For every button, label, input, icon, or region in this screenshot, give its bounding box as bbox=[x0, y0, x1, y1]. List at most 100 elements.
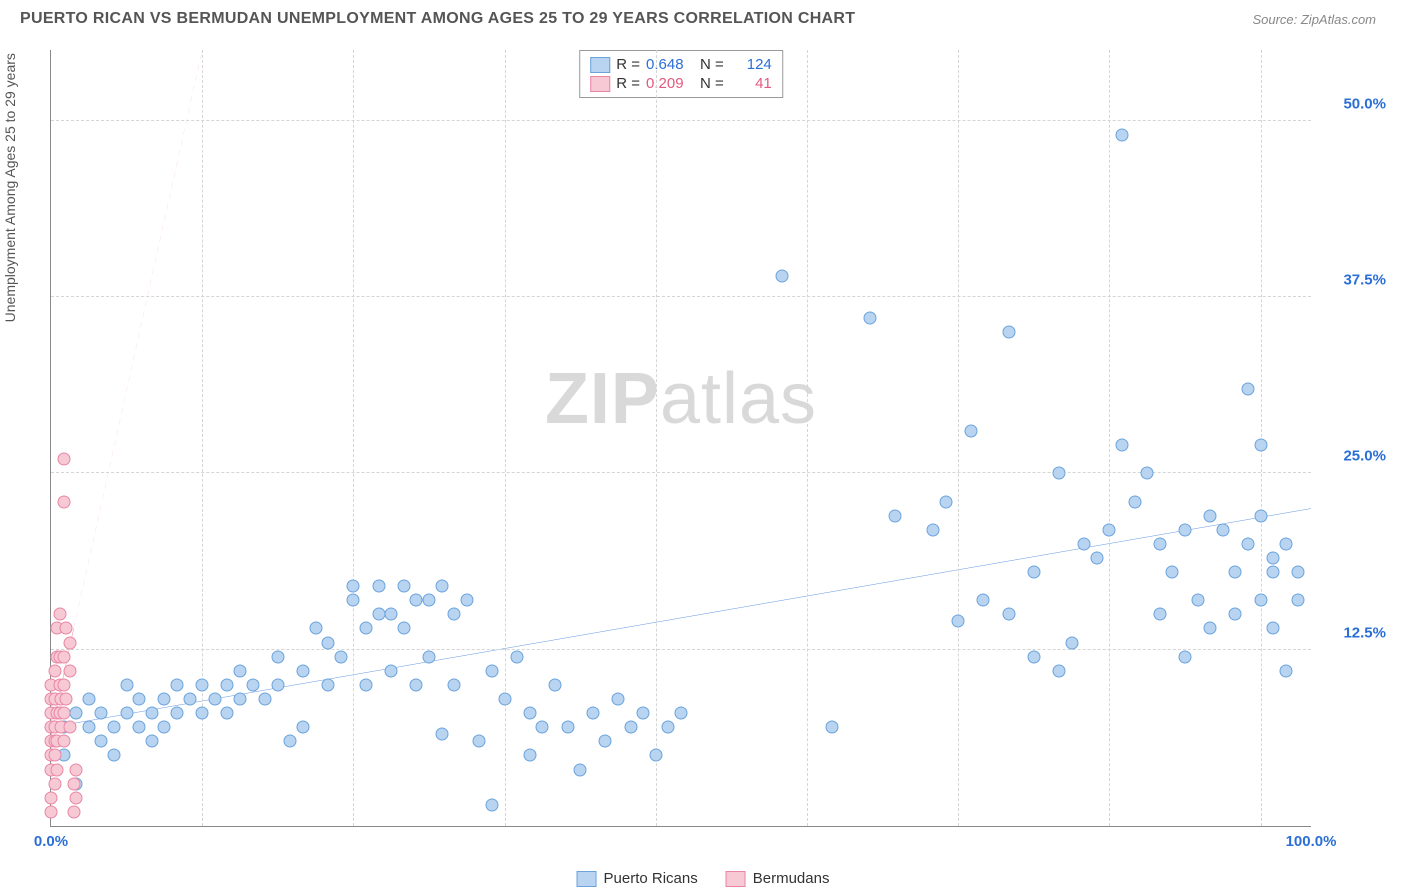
data-point bbox=[1242, 537, 1255, 550]
data-point bbox=[271, 678, 284, 691]
data-point bbox=[1254, 509, 1267, 522]
data-point bbox=[1053, 467, 1066, 480]
data-point bbox=[1166, 566, 1179, 579]
data-point bbox=[586, 707, 599, 720]
data-point bbox=[637, 707, 650, 720]
data-point bbox=[284, 735, 297, 748]
data-point bbox=[67, 777, 80, 790]
data-point bbox=[1141, 467, 1154, 480]
data-point bbox=[1204, 509, 1217, 522]
data-point bbox=[347, 580, 360, 593]
data-point bbox=[1242, 382, 1255, 395]
stats-row: R =0.648N =124 bbox=[590, 55, 772, 74]
data-point bbox=[523, 749, 536, 762]
data-point bbox=[599, 735, 612, 748]
data-point bbox=[964, 424, 977, 437]
data-point bbox=[271, 650, 284, 663]
data-point bbox=[57, 650, 70, 663]
data-point bbox=[1002, 326, 1015, 339]
data-point bbox=[70, 707, 83, 720]
data-point bbox=[57, 735, 70, 748]
stats-N-label: N = bbox=[700, 56, 724, 73]
data-point bbox=[309, 622, 322, 635]
data-point bbox=[1204, 622, 1217, 635]
data-point bbox=[1279, 537, 1292, 550]
stats-row: R =0.209N =41 bbox=[590, 74, 772, 93]
data-point bbox=[57, 453, 70, 466]
data-point bbox=[158, 693, 171, 706]
stats-R-label: R = bbox=[616, 56, 640, 73]
data-point bbox=[448, 678, 461, 691]
y-tick-label: 12.5% bbox=[1316, 624, 1386, 641]
data-point bbox=[1128, 495, 1141, 508]
data-point bbox=[435, 580, 448, 593]
data-point bbox=[322, 636, 335, 649]
stats-swatch bbox=[590, 76, 610, 92]
data-point bbox=[51, 763, 64, 776]
data-point bbox=[145, 707, 158, 720]
data-point bbox=[171, 678, 184, 691]
data-point bbox=[927, 523, 940, 536]
data-point bbox=[1027, 566, 1040, 579]
correlation-stats-box: R =0.648N =124R =0.209N =41 bbox=[579, 50, 783, 98]
data-point bbox=[486, 798, 499, 811]
vgridline bbox=[505, 50, 506, 826]
data-point bbox=[1267, 551, 1280, 564]
vgridline bbox=[807, 50, 808, 826]
data-point bbox=[67, 805, 80, 818]
data-point bbox=[234, 693, 247, 706]
data-point bbox=[1153, 608, 1166, 621]
data-point bbox=[1090, 551, 1103, 564]
data-point bbox=[473, 735, 486, 748]
data-point bbox=[45, 805, 58, 818]
x-tick-label: 0.0% bbox=[34, 833, 68, 850]
data-point bbox=[1179, 523, 1192, 536]
data-point bbox=[48, 777, 61, 790]
data-point bbox=[246, 678, 259, 691]
legend-label: Bermudans bbox=[753, 870, 830, 887]
vgridline bbox=[656, 50, 657, 826]
data-point bbox=[234, 664, 247, 677]
data-point bbox=[347, 594, 360, 607]
source-label: Source: ZipAtlas.com bbox=[1252, 12, 1376, 27]
data-point bbox=[1027, 650, 1040, 663]
chart-title: PUERTO RICAN VS BERMUDAN UNEMPLOYMENT AM… bbox=[20, 10, 855, 28]
data-point bbox=[60, 622, 73, 635]
data-point bbox=[1267, 566, 1280, 579]
data-point bbox=[334, 650, 347, 663]
stats-N-value: 124 bbox=[730, 56, 772, 73]
data-point bbox=[952, 615, 965, 628]
stats-R-value: 0.209 bbox=[646, 75, 688, 92]
data-point bbox=[977, 594, 990, 607]
data-point bbox=[1279, 664, 1292, 677]
legend-item: Puerto Ricans bbox=[577, 870, 698, 887]
data-point bbox=[360, 678, 373, 691]
data-point bbox=[1002, 608, 1015, 621]
data-point bbox=[423, 594, 436, 607]
data-point bbox=[826, 721, 839, 734]
y-tick-label: 25.0% bbox=[1316, 448, 1386, 465]
data-point bbox=[536, 721, 549, 734]
data-point bbox=[63, 664, 76, 677]
data-point bbox=[864, 312, 877, 325]
data-point bbox=[57, 678, 70, 691]
data-point bbox=[133, 721, 146, 734]
data-point bbox=[63, 721, 76, 734]
data-point bbox=[498, 693, 511, 706]
data-point bbox=[45, 791, 58, 804]
data-point bbox=[1229, 608, 1242, 621]
data-point bbox=[523, 707, 536, 720]
hgridline bbox=[51, 472, 1311, 473]
data-point bbox=[108, 749, 121, 762]
legend-label: Puerto Ricans bbox=[604, 870, 698, 887]
data-point bbox=[1116, 439, 1129, 452]
hgridline bbox=[51, 296, 1311, 297]
data-point bbox=[57, 495, 70, 508]
data-point bbox=[889, 509, 902, 522]
data-point bbox=[397, 622, 410, 635]
data-point bbox=[1153, 537, 1166, 550]
watermark-light: atlas bbox=[660, 359, 817, 439]
data-point bbox=[1103, 523, 1116, 536]
data-point bbox=[63, 636, 76, 649]
data-point bbox=[448, 608, 461, 621]
